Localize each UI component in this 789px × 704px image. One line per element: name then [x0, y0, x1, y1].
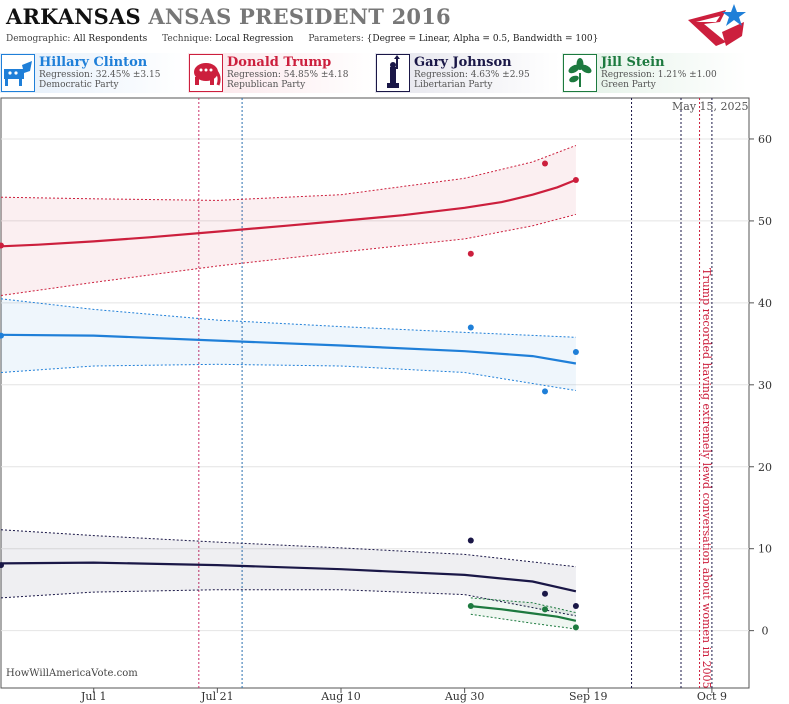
candidate-legend: Hillary Clinton Regression: 32.45% ±3.15… [0, 53, 789, 93]
watermark: HowWillAmericaVote.com [6, 668, 138, 679]
event-annotation: Trump recorded having extremely lewd con… [700, 268, 713, 689]
candidate-name: Hillary Clinton [39, 55, 148, 70]
site-logo-icon [688, 4, 746, 46]
legend-item-johnson: Gary Johnson Regression: 4.63% ±2.95 Lib… [375, 53, 560, 93]
x-tick-label: Oct 9 [697, 690, 727, 703]
band-upper-line [0, 298, 576, 338]
legend-item-trump: Donald Trump Regression: 54.85% ±4.18 Re… [188, 53, 373, 93]
parameters-value: {Degree = Linear, Alpha = 0.5, Bandwidth… [366, 34, 599, 44]
race-name: ANSAS PRESIDENT 2016 [148, 4, 451, 29]
band-lower-line [0, 213, 577, 296]
y-tick-label: 20 [758, 461, 772, 474]
poll-point [0, 562, 4, 569]
parameters-label: Parameters: [308, 34, 364, 44]
candidate-party: Democratic Party [39, 80, 119, 90]
candidate-name: Gary Johnson [414, 55, 512, 70]
demographic-value: All Respondents [73, 34, 148, 44]
confidence-band [1, 298, 576, 391]
candidate-name: Donald Trump [227, 55, 332, 70]
band-lower-line [470, 613, 576, 630]
statue-of-liberty-icon [376, 54, 410, 92]
parameters-line: Demographic: All Respondents Technique: … [6, 34, 598, 44]
poll-point [467, 603, 474, 610]
poll-point [467, 250, 474, 257]
poll-point [572, 603, 579, 610]
poll-point [542, 590, 548, 597]
trend-line [0, 561, 577, 593]
y-tick-label: 0 [762, 625, 769, 638]
poll-point [0, 242, 4, 249]
y-tick-label: 10 [758, 543, 772, 556]
band-upper-line [470, 597, 577, 614]
band-upper-line [0, 529, 576, 568]
poll-point [0, 332, 4, 339]
candidate-regression: Regression: 1.21% ±1.00 [601, 70, 717, 80]
candidate-name: Jill Stein [601, 55, 665, 70]
x-tick-label: Aug 10 [320, 690, 361, 703]
donkey-icon [1, 54, 35, 92]
trend-line [0, 178, 577, 248]
x-tick-label: Jul 21 [200, 690, 234, 703]
legend-item-clinton: Hillary Clinton Regression: 32.45% ±3.15… [0, 53, 185, 93]
poll-point [467, 324, 474, 331]
y-tick-label: 30 [758, 379, 772, 392]
page-title: ARKANSAS ANSAS PRESIDENT 2016 [6, 4, 451, 29]
legend-item-stein: Jill Stein Regression: 1.21% ±1.00 Green… [562, 53, 747, 93]
plot-frame [0, 97, 750, 689]
y-tick-label: 60 [758, 133, 772, 146]
poll-point [572, 349, 579, 356]
date-label: May 15, 2025 [672, 100, 749, 113]
trend-line [0, 333, 577, 365]
y-tick-label: 40 [758, 297, 772, 310]
header: ARKANSAS ANSAS PRESIDENT 2016 Demographi… [0, 0, 789, 48]
technique-value: Local Regression [215, 34, 294, 44]
x-tick-label: Sep 19 [569, 690, 608, 703]
poll-point [542, 388, 548, 395]
elephant-icon [189, 54, 223, 92]
poll-point [542, 160, 548, 167]
poll-point [467, 537, 474, 544]
confidence-band [470, 597, 576, 629]
candidate-party: Green Party [601, 80, 656, 90]
poll-point [542, 606, 548, 613]
x-tick-label: Aug 30 [444, 690, 485, 703]
trend-line [470, 605, 577, 622]
band-lower-line [0, 363, 576, 391]
technique-label: Technique: [162, 34, 213, 44]
poll-point [572, 176, 579, 183]
band-lower-line [0, 589, 576, 617]
candidate-party: Republican Party [227, 80, 306, 90]
y-tick-label: 50 [758, 215, 772, 228]
x-tick-label: Jul 1 [80, 690, 107, 703]
candidate-regression: Regression: 4.63% ±2.95 [414, 70, 530, 80]
confidence-band [1, 529, 576, 616]
candidate-regression: Regression: 32.45% ±3.15 [39, 70, 161, 80]
poll-point [572, 624, 579, 631]
state-name: ARKANSAS [6, 4, 141, 29]
candidate-party: Libertarian Party [414, 80, 493, 90]
demographic-label: Demographic: [6, 34, 71, 44]
candidate-regression: Regression: 54.85% ±4.18 [227, 70, 349, 80]
band-upper-line [0, 145, 577, 201]
leaf-icon [563, 54, 597, 92]
